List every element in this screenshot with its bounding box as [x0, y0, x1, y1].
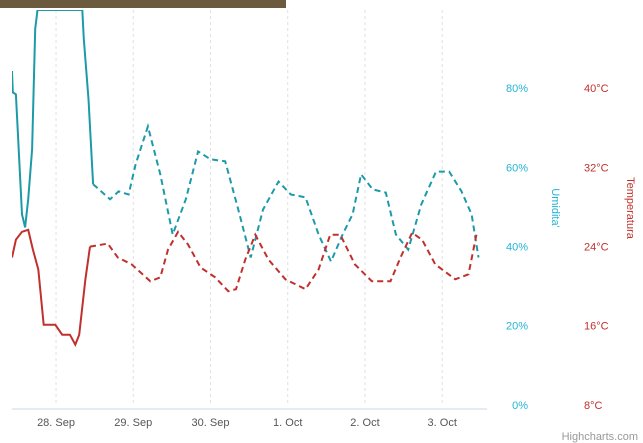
y2-tick-label: 40°C — [584, 83, 609, 95]
series-line — [12, 10, 95, 228]
x-tick-label: 29. Sep — [114, 417, 152, 429]
y2-tick-label: 16°C — [584, 321, 609, 333]
x-tick-label: 30. Sep — [192, 417, 230, 429]
series-line — [12, 228, 91, 347]
photo-strip — [0, 0, 286, 8]
series-line — [89, 230, 478, 293]
series-line — [92, 122, 480, 264]
x-tick-label: 28. Sep — [37, 417, 75, 429]
plot-area — [12, 10, 480, 347]
y2-tick-label: 8°C — [584, 400, 603, 412]
credits: Highcharts.com — [562, 431, 638, 443]
y-tick-label: 20% — [506, 321, 528, 333]
y-tick-label: 80% — [506, 83, 528, 95]
y-tick-label: 60% — [506, 162, 528, 174]
y-tick-label: 0% — [512, 400, 528, 412]
y2-tick-label: 24°C — [584, 242, 609, 254]
y2-axis-title: Temperatura — [624, 177, 636, 240]
y-tick-label: 40% — [506, 242, 528, 254]
x-tick-label: 3. Oct — [428, 417, 457, 429]
x-tick-label: 2. Oct — [350, 417, 379, 429]
y-axis-title: Umidita' — [549, 188, 561, 227]
y2-tick-label: 32°C — [584, 162, 609, 174]
x-tick-label: 1. Oct — [273, 417, 302, 429]
